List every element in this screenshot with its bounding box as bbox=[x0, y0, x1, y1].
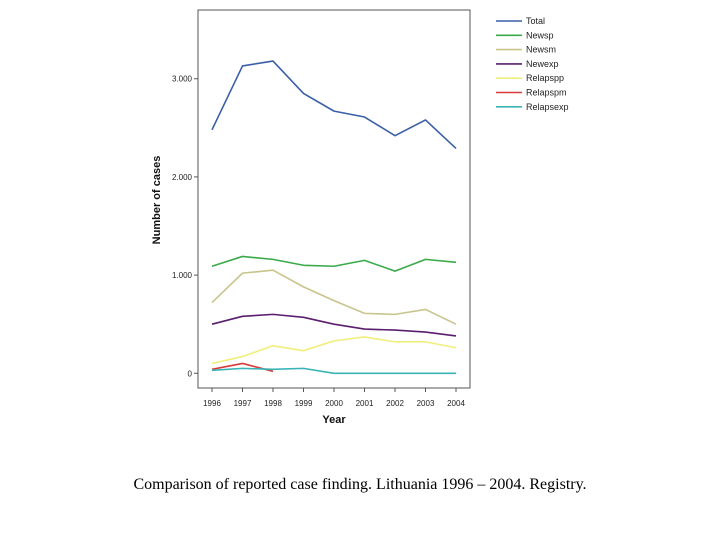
legend-label-total: Total bbox=[526, 16, 545, 26]
legend-label-relapspm: Relapspm bbox=[526, 88, 567, 98]
legend-label-newexp: Newexp bbox=[526, 59, 559, 69]
x-tick-label: 2002 bbox=[386, 399, 404, 408]
series-line-newexp bbox=[211, 313, 457, 337]
y-tick-label: 1.000 bbox=[172, 271, 193, 280]
y-tick-label: 3.000 bbox=[172, 75, 193, 84]
x-tick-label: 2000 bbox=[325, 399, 343, 408]
x-axis-title: Year bbox=[322, 414, 346, 426]
series-line-total bbox=[211, 60, 457, 150]
legend-label-newsm: Newsm bbox=[526, 45, 556, 55]
series-lines bbox=[211, 60, 457, 375]
x-tick-label: 2003 bbox=[417, 399, 435, 408]
x-axis: 1996 1997 1998 1999 2000 2001 2002 2003 2004 bbox=[203, 388, 465, 408]
legend-label-newsp: Newsp bbox=[526, 30, 554, 40]
series-line-relapspp bbox=[211, 336, 457, 365]
legend-label-relapspp: Relapspp bbox=[526, 73, 564, 83]
x-tick-label: 1998 bbox=[264, 399, 282, 408]
y-axis: 0 1.000 2.000 3.000 bbox=[172, 75, 198, 378]
x-tick-label: 1996 bbox=[203, 399, 221, 408]
x-tick-label: 1997 bbox=[234, 399, 252, 408]
legend-label-relapsexp: Relapsexp bbox=[526, 102, 569, 112]
y-axis-title: Number of cases bbox=[151, 156, 163, 245]
y-tick-label: 0 bbox=[188, 369, 193, 378]
series-line-newsp bbox=[211, 255, 457, 272]
plot-area bbox=[197, 9, 471, 389]
series-line-newsm bbox=[211, 269, 457, 325]
x-tick-label: 2004 bbox=[447, 399, 465, 408]
y-tick-label: 2.000 bbox=[172, 173, 193, 182]
x-tick-label: 1999 bbox=[295, 399, 313, 408]
x-tick-label: 2001 bbox=[356, 399, 374, 408]
series-line-relapsexp bbox=[211, 367, 456, 375]
figure-caption: Comparison of reported case finding. Lit… bbox=[133, 476, 587, 493]
legend: Total Newsp Newsm Newexp Relapspp Relapspm Rel… bbox=[496, 16, 569, 112]
